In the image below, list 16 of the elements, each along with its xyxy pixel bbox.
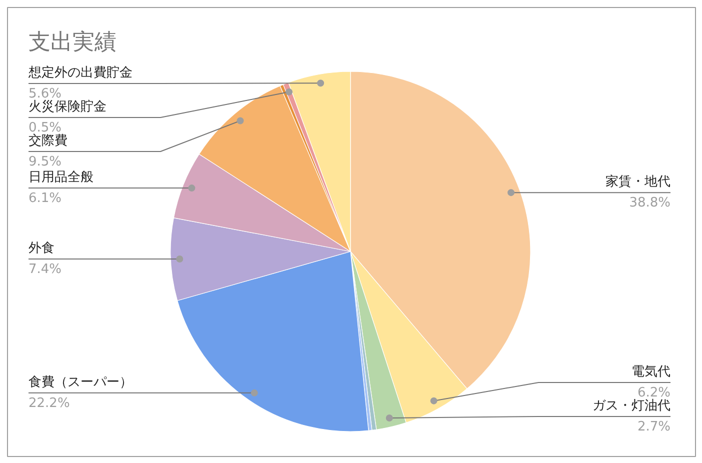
slice-label: 家賃・地代 [606,174,670,190]
slice-label: 電気代 [632,364,670,380]
data-label: 6.1% [28,191,62,206]
slice-label: 交際費 [28,132,68,148]
chart-title: 支出実績 [28,30,116,55]
slice-label: 外食 [28,241,54,256]
data-label: 7.4% [28,262,62,278]
data-label: 38.8% [629,196,671,211]
slice-label: 火災保険貯金 [28,100,106,114]
slice-label: 食費（スーパー） [28,374,132,390]
data-label: 2.7% [637,420,671,434]
data-label: 22.2% [28,396,70,411]
data-label: 9.5% [28,154,62,170]
slice-label: 日用品全般 [28,170,94,186]
slice-label: 想定外の出費貯金 [28,66,132,80]
slice-label: ガス・灯油代 [592,398,670,414]
